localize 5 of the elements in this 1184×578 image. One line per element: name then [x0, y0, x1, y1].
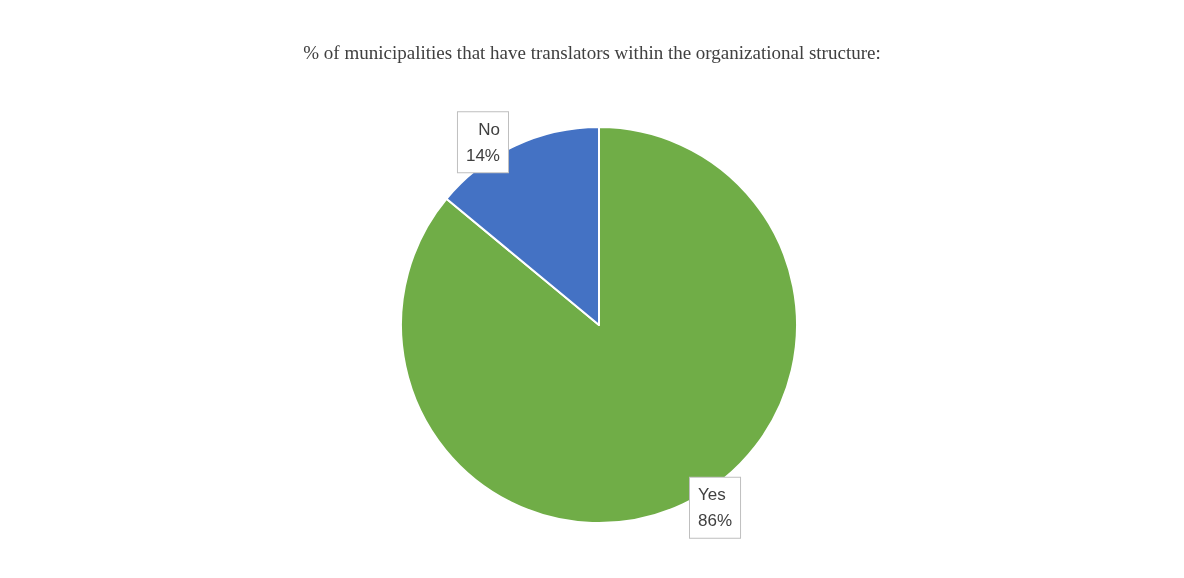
data-label: 86%	[698, 511, 733, 531]
slice-label: Yes	[698, 485, 726, 505]
slice-label: No	[478, 119, 500, 139]
chart-title: % of municipalities that have translators within the organizational structure:	[303, 42, 881, 63]
data-label: 14%	[465, 145, 500, 165]
